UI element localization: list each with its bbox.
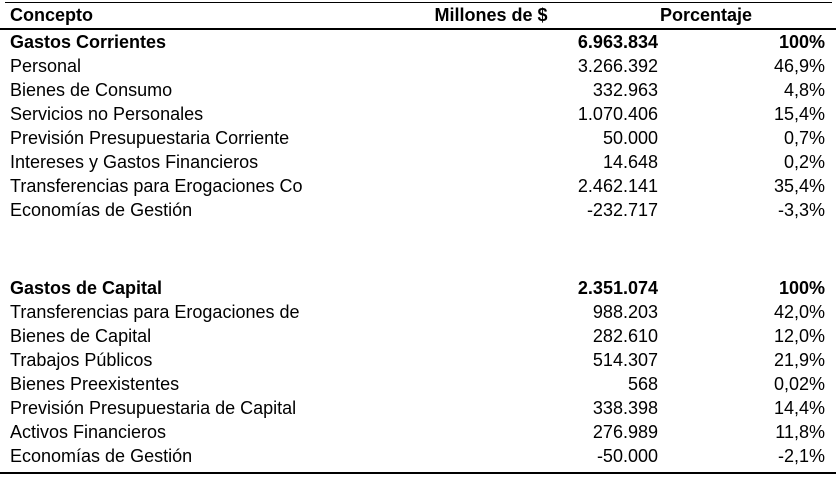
row-label: Servicios no Personales	[10, 104, 204, 124]
table-row: Intereses y Gastos Financieros 14.648 0,…	[0, 150, 836, 174]
section-gap	[0, 222, 836, 276]
row-amount: -232.717	[586, 200, 658, 220]
column-header-porcentaje: Porcentaje	[659, 5, 753, 25]
row-percent: -3,3%	[777, 200, 825, 220]
table-body: Gastos Corrientes 6.963.834 100% Persona…	[0, 30, 836, 468]
row-amount: 988.203	[592, 302, 658, 322]
row-percent: 12,0%	[773, 326, 825, 346]
row-label: Bienes de Consumo	[10, 80, 173, 100]
row-label: Gastos Corrientes	[10, 32, 167, 52]
column-header-millones: Millones de $	[434, 5, 548, 25]
table-row: Bienes Preexistentes 568 0,02%	[0, 372, 836, 396]
row-label: Transferencias para Erogaciones Co	[10, 176, 303, 196]
table-row: Activos Financieros 276.989 11,8%	[0, 420, 836, 444]
row-label: Bienes de Capital	[10, 326, 152, 346]
row-label: Gastos de Capital	[10, 278, 163, 298]
row-label: Intereses y Gastos Financieros	[10, 152, 259, 172]
row-amount: 338.398	[592, 398, 658, 418]
row-label: Economías de Gestión	[10, 446, 193, 466]
row-amount: 14.648	[602, 152, 658, 172]
table-row: Transferencias para Erogaciones Co 2.462…	[0, 174, 836, 198]
row-percent: 46,9%	[773, 56, 825, 76]
row-amount: 568	[627, 374, 658, 394]
row-percent: 4,8%	[783, 80, 825, 100]
row-amount: 282.610	[592, 326, 658, 346]
row-amount: 6.963.834	[577, 32, 658, 52]
table-row: Previsión Presupuestaria de Capital 338.…	[0, 396, 836, 420]
table-header-row: Concepto Millones de $ Porcentaje	[0, 0, 836, 30]
column-header-concepto: Concepto	[10, 5, 93, 25]
row-percent: 11,8%	[775, 422, 825, 442]
row-label: Previsión Presupuestaria Corriente	[10, 128, 290, 148]
row-percent: 21,9%	[773, 350, 825, 370]
row-label: Previsión Presupuestaria de Capital	[10, 398, 297, 418]
table-row: Trabajos Públicos 514.307 21,9%	[0, 348, 836, 372]
table-row: Economías de Gestión -232.717 -3,3%	[0, 198, 836, 222]
row-percent: 100%	[778, 278, 825, 298]
row-label: Activos Financieros	[10, 422, 167, 442]
table-row: Economías de Gestión -50.000 -2,1%	[0, 444, 836, 468]
table-top-rule	[5, 2, 832, 3]
row-amount: 332.963	[592, 80, 658, 100]
table-bottom-rule	[0, 472, 836, 474]
row-label: Transferencias para Erogaciones de	[10, 302, 300, 322]
row-label: Bienes Preexistentes	[10, 374, 180, 394]
row-amount: 276.989	[592, 422, 658, 442]
section-title-row: Gastos Corrientes 6.963.834 100%	[0, 30, 836, 54]
row-amount: 3.266.392	[577, 56, 658, 76]
row-amount: 2.462.141	[577, 176, 658, 196]
table-row: Servicios no Personales 1.070.406 15,4%	[0, 102, 836, 126]
row-label: Personal	[10, 56, 82, 76]
row-percent: -2,1%	[777, 446, 825, 466]
row-percent: 35,4%	[773, 176, 825, 196]
table-row: Previsión Presupuestaria Corriente 50.00…	[0, 126, 836, 150]
table-row: Personal 3.266.392 46,9%	[0, 54, 836, 78]
table-header-rule	[0, 28, 836, 30]
table-row: Bienes de Consumo 332.963 4,8%	[0, 78, 836, 102]
table-row: Bienes de Capital 282.610 12,0%	[0, 324, 836, 348]
table-row: Transferencias para Erogaciones de 988.2…	[0, 300, 836, 324]
row-amount: 50.000	[602, 128, 658, 148]
row-amount: 514.307	[592, 350, 658, 370]
row-percent: 0,2%	[783, 152, 825, 172]
row-percent: 42,0%	[773, 302, 825, 322]
row-percent: 15,4%	[773, 104, 825, 124]
row-percent: 100%	[778, 32, 825, 52]
row-label: Economías de Gestión	[10, 200, 193, 220]
section-title-row: Gastos de Capital 2.351.074 100%	[0, 276, 836, 300]
row-label: Trabajos Públicos	[10, 350, 153, 370]
row-percent: 14,4%	[773, 398, 825, 418]
row-percent: 0,02%	[773, 374, 825, 394]
row-amount: 1.070.406	[577, 104, 658, 124]
row-percent: 0,7%	[783, 128, 825, 148]
row-amount: -50.000	[596, 446, 658, 466]
row-amount: 2.351.074	[577, 278, 658, 298]
